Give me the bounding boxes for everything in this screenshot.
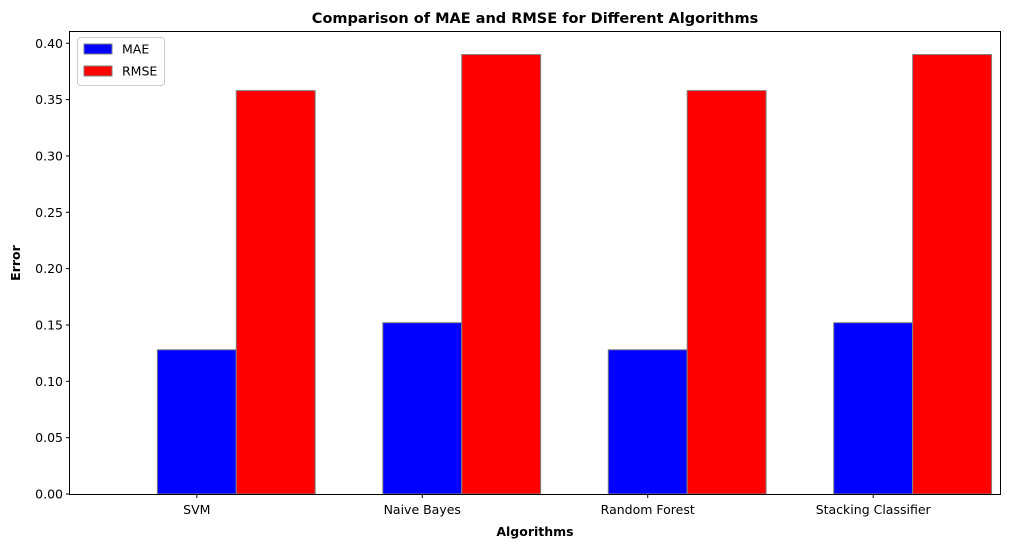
y-tick-label: 0.40 — [35, 36, 63, 51]
chart-title: Comparison of MAE and RMSE for Different… — [312, 11, 758, 27]
bar-mae-naive-bayes — [382, 322, 463, 495]
y-axis-ticks: 0.00 0.05 0.10 0.15 0.20 0.25 0.30 0.35 0.40 — [35, 36, 70, 502]
legend: MAE RMSE — [77, 37, 165, 86]
x-axis-ticks: SVM Naive Bayes Random Forest Stacking Clas… — [183, 494, 932, 517]
x-tick-label: Stacking Classifier — [816, 502, 932, 517]
legend-label-rmse: RMSE — [122, 64, 157, 79]
bar-mae-svm — [156, 349, 237, 495]
bar-rmse-svm — [235, 90, 316, 495]
x-tick-label: SVM — [183, 502, 210, 517]
legend-swatch-mae — [83, 43, 113, 55]
y-tick-label: 0.10 — [35, 374, 63, 389]
x-axis-title: Algorithms — [496, 524, 573, 539]
y-tick-label: 0.15 — [35, 317, 63, 332]
x-tick-label: Naive Bayes — [384, 502, 461, 517]
bar-mae-random-forest — [607, 349, 688, 495]
bar-mae-stacking-classifier — [833, 322, 914, 495]
legend-swatch-rmse — [83, 65, 113, 77]
bars-group — [156, 54, 993, 495]
legend-label-mae: MAE — [122, 42, 149, 57]
y-tick-label: 0.25 — [35, 205, 63, 220]
bar-rmse-random-forest — [686, 90, 767, 495]
y-axis-title: Error — [8, 244, 23, 280]
y-tick-label: 0.35 — [35, 92, 63, 107]
y-tick-label: 0.05 — [35, 430, 63, 445]
x-tick-label: Random Forest — [601, 502, 695, 517]
y-tick-label: 0.00 — [35, 487, 63, 502]
bar-rmse-naive-bayes — [461, 54, 542, 495]
bar-rmse-stacking-classifier — [912, 54, 993, 495]
y-tick-label: 0.20 — [35, 261, 63, 276]
plot-area-frame — [69, 31, 1001, 495]
y-tick-label: 0.30 — [35, 148, 63, 163]
